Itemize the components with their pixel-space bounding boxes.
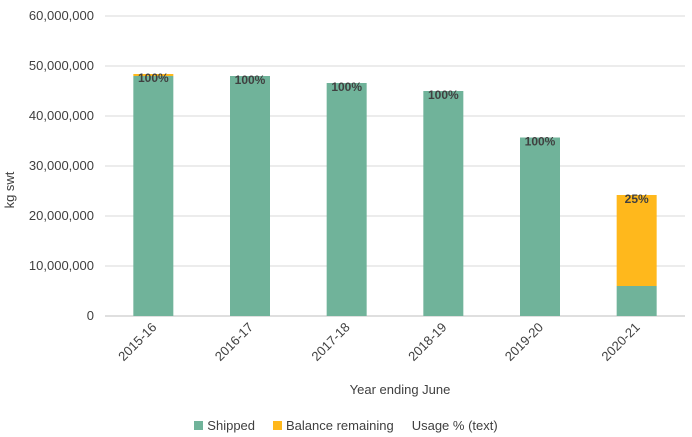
x-tick-label: 2020-21: [598, 320, 642, 364]
gridlines: [105, 15, 685, 317]
y-tick-label: 60,000,000: [29, 8, 94, 23]
legend: Shipped Balance remaining Usage % (text): [0, 418, 692, 433]
usage-label: 25%: [625, 192, 649, 206]
y-tick-label: 30,000,000: [29, 158, 94, 173]
y-tick-label: 0: [87, 308, 94, 323]
usage-labels: 100% 100% 100% 100% 100% 25%: [138, 71, 649, 206]
usage-label: 100%: [235, 73, 266, 87]
y-tick-label: 50,000,000: [29, 58, 94, 73]
usage-label: 100%: [331, 80, 362, 94]
bar-shipped: [230, 76, 270, 316]
y-axis-title: kg swt: [2, 171, 17, 208]
x-axis-ticks: 2015-16 2016-17 2017-18 2018-19 2019-20 2020-…: [115, 320, 643, 364]
legend-item-balance: Balance remaining: [273, 418, 394, 433]
x-axis-title: Year ending June: [350, 382, 451, 397]
legend-item-shipped: Shipped: [194, 418, 255, 433]
legend-swatch-balance: [273, 421, 283, 430]
bar-shipped: [133, 76, 174, 316]
x-tick-label: 2017-18: [308, 320, 352, 364]
x-tick-label: 2019-20: [502, 320, 546, 364]
bar-shipped: [423, 91, 464, 316]
y-tick-label: 20,000,000: [29, 208, 94, 223]
x-tick-label: 2015-16: [115, 320, 159, 364]
bar-balance: [616, 195, 657, 286]
bars: [133, 74, 657, 316]
legend-swatch-shipped: [194, 421, 204, 430]
legend-item-usage: Usage % (text): [412, 418, 498, 433]
legend-label-usage: Usage % (text): [411, 418, 498, 433]
y-axis-ticks: 0 10,000,000 20,000,000 30,000,000 40,000,00…: [29, 8, 94, 323]
y-tick-label: 40,000,000: [29, 108, 94, 123]
x-tick-label: 2016-17: [212, 320, 256, 364]
legend-label-shipped: Shipped: [207, 418, 256, 433]
bar-shipped: [520, 137, 560, 316]
legend-label-balance: Balance remaining: [286, 418, 394, 433]
x-tick-label: 2018-19: [405, 320, 449, 364]
usage-label: 100%: [525, 135, 556, 149]
bar-shipped: [326, 83, 367, 316]
bar-balance: [133, 74, 174, 76]
y-tick-label: 10,000,000: [29, 258, 94, 273]
bar-shipped: [616, 286, 657, 316]
usage-label: 100%: [138, 71, 169, 85]
usage-label: 100%: [428, 88, 459, 102]
